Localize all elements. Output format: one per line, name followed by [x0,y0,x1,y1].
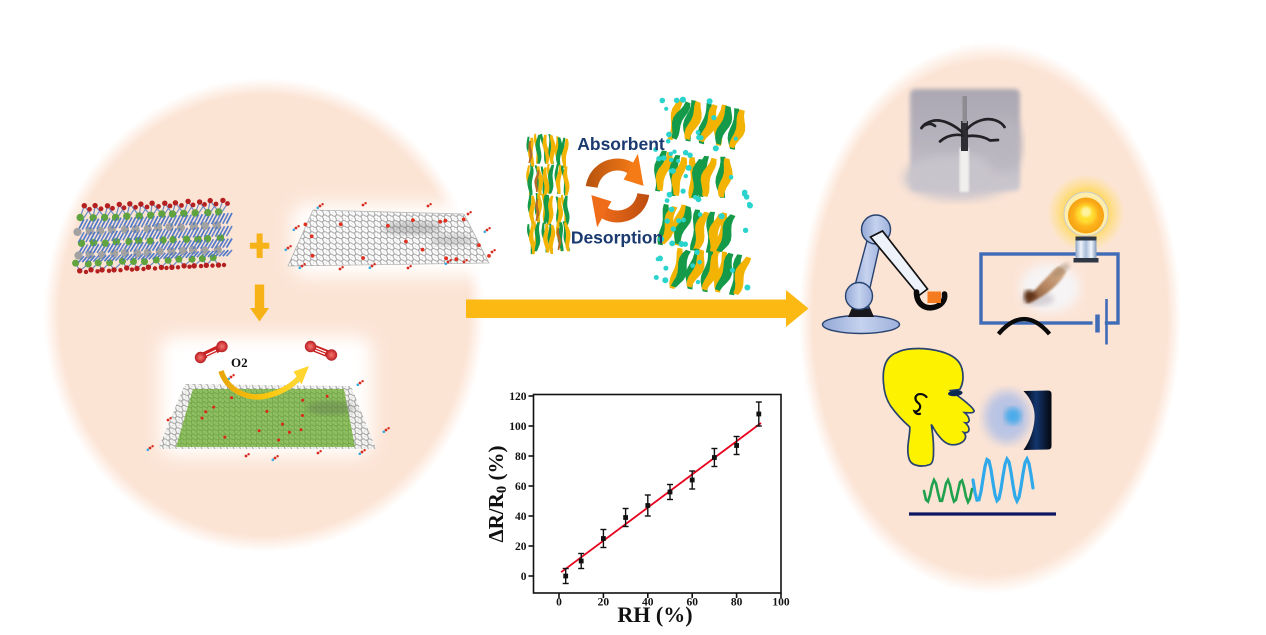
svg-text:20: 20 [515,541,527,553]
svg-text:ΔR/R0 (%): ΔR/R0 (%) [484,445,510,542]
svg-text:60: 60 [686,597,698,609]
svg-text:0: 0 [556,597,562,609]
svg-text:40: 40 [642,597,654,609]
svg-text:80: 80 [515,451,527,463]
svg-text:60: 60 [515,481,527,493]
svg-text:80: 80 [731,597,743,609]
svg-text:100: 100 [509,421,527,433]
svg-text:120: 120 [509,391,527,403]
svg-text:40: 40 [515,511,527,523]
svg-text:100: 100 [772,597,790,609]
svg-text:RH (%): RH (%) [617,602,692,627]
svg-text:O2: O2 [231,355,248,370]
svg-text:0: 0 [521,571,527,583]
svg-text:20: 20 [598,597,610,609]
svg-text:Desorption: Desorption [571,228,663,248]
svg-text:Absorbent: Absorbent [577,134,665,154]
